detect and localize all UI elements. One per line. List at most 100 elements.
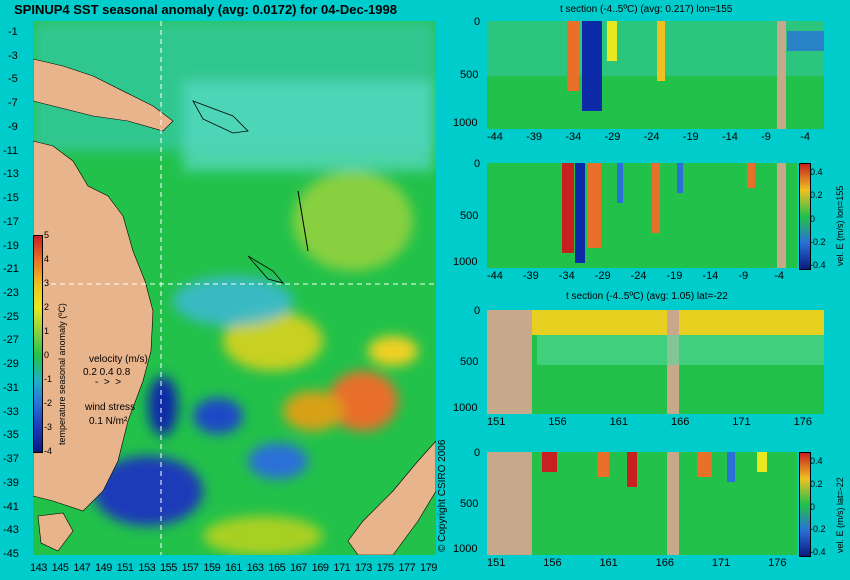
map-y-tick-label: -7	[8, 97, 18, 110]
section-plot	[487, 452, 797, 555]
velocity-band	[542, 452, 557, 472]
section-x-tick-label: -29	[594, 270, 611, 282]
section-x-tick-label: 161	[599, 557, 618, 569]
velocity-legend-title: velocity (m/s)	[89, 354, 148, 365]
map-colorbar-tick: 4	[44, 254, 50, 264]
map-x-tick-label: 151	[116, 562, 134, 574]
map-colorbar-tick: -4	[44, 446, 53, 456]
section-x-tick-label: 166	[655, 557, 675, 569]
map-x-tick-label: 175	[376, 562, 394, 574]
section-field	[487, 310, 824, 414]
australia-land	[33, 140, 154, 512]
velocity-band	[652, 163, 660, 233]
section-y-tick-label: 0	[474, 16, 481, 28]
section-colorbar-tick: 0.4	[810, 167, 823, 177]
cold-anomaly-band	[582, 21, 602, 111]
velocity-band	[677, 163, 683, 193]
map-y-tick-label: -25	[3, 310, 19, 323]
section-x-tick-label: -34	[558, 270, 575, 282]
section-x-tick-label: -4	[800, 131, 811, 143]
map-colorbar-tick: -3	[44, 422, 53, 432]
map-y-tick-label: -13	[3, 168, 19, 181]
map-x-tick-label: 147	[73, 562, 91, 574]
section-colorbar-tick: -0.4	[810, 547, 826, 557]
map-x-tick-label: 157	[181, 562, 199, 574]
section-y-tick-label: 1000	[453, 117, 478, 129]
section-x-tick-label: 156	[543, 557, 562, 569]
tasmania-land	[37, 512, 74, 552]
map-colorbar	[33, 235, 43, 453]
map-field	[33, 21, 436, 555]
section-y-tick-label: 500	[460, 356, 479, 368]
section-x-tick-label: -19	[666, 270, 683, 282]
velocity-band	[562, 163, 574, 253]
new-caledonia	[247, 255, 285, 284]
velocity-band	[697, 452, 712, 477]
map-y-tick-label: -43	[3, 524, 19, 537]
section-x-tick-label: -29	[604, 131, 621, 143]
warm-anomaly-band	[567, 21, 579, 91]
section-x-tick-label: -44	[487, 270, 503, 282]
cold-anomaly-band	[787, 31, 824, 51]
map-y-tick-label: -17	[3, 215, 19, 228]
new-guinea-land	[33, 58, 174, 132]
map-y-tick-label: -35	[3, 429, 19, 442]
map-y-tick-label: -19	[3, 239, 19, 252]
map-x-tick-label: 163	[246, 562, 264, 574]
map-x-tick-label: 143	[30, 562, 47, 574]
section-colorbar-tick: 0	[810, 213, 816, 224]
velocity-band	[727, 452, 735, 482]
map-y-tick-label: -15	[3, 192, 19, 205]
section-colorbar	[799, 452, 811, 557]
section-y-tick-label: 500	[460, 69, 479, 81]
solomon-islands	[192, 100, 249, 134]
section-y-tick-label: 1000	[453, 256, 478, 268]
section-y-tick-label: 0	[474, 447, 481, 459]
section-x-tick-label: -24	[643, 131, 660, 143]
section-y-tick-label: 1000	[453, 402, 478, 414]
map-title: SPINUP4 SST seasonal anomaly (avg: 0.017…	[14, 2, 397, 17]
section-y-tick-label: 1000	[453, 543, 478, 555]
map-x-tick-label: 177	[398, 562, 416, 574]
velocity-legend-values: 0.2 0.4 0.8	[83, 367, 131, 378]
section-colorbar-label: vel. E (m/s) lon=155	[835, 185, 845, 266]
velocity-band	[587, 163, 601, 248]
map-x-tick-label: 171	[333, 562, 351, 574]
map-y-tick-label: -1	[8, 26, 18, 38]
map-x-tick-label: 173	[355, 562, 372, 574]
map-x-tick-label: 153	[138, 562, 156, 574]
map-y-tick-label: -39	[3, 476, 19, 489]
section-x-tick-label: 176	[793, 416, 812, 428]
section-x-tick-label: -9	[738, 270, 749, 282]
section-colorbar-tick: -0.2	[810, 524, 826, 535]
map-x-tick-label: 165	[268, 562, 286, 574]
upper-layer-fill	[487, 21, 824, 76]
velocity-arrows: - > >	[95, 377, 122, 388]
section-y-tick-label: 500	[460, 497, 479, 510]
land-mask	[487, 452, 532, 555]
velocity-band	[757, 452, 767, 472]
section-plot	[487, 310, 824, 414]
map-colorbar-tick: 5	[44, 230, 50, 240]
section-x-tick-label: -14	[721, 131, 738, 143]
section-x-tick-label: 171	[732, 416, 751, 428]
map-y-tick-label: -23	[3, 287, 19, 299]
map-x-tick-label: 169	[311, 562, 329, 574]
map-x-tick-label: 159	[203, 562, 221, 574]
section-x-tick-label: -34	[565, 131, 582, 143]
map-y-tick-label: -45	[3, 548, 19, 560]
section-colorbar-tick: 0	[810, 501, 816, 512]
section-x-tick-label: 176	[768, 557, 787, 569]
panel-title: t section (-4..5ºC) (avg: 1.05) lat=-22	[566, 291, 728, 302]
map-y-tick-label: -33	[3, 405, 19, 418]
section-x-tick-label: 151	[487, 416, 506, 428]
map-y-tick-label: -5	[8, 73, 18, 86]
map-x-tick-label: 145	[51, 562, 69, 574]
mixed-layer	[537, 335, 824, 365]
map-y-tick-label: -29	[3, 358, 19, 371]
map-y-tick-label: -21	[3, 263, 19, 276]
anomaly-map[interactable]: 5 4 3 2 1 0 -1 -2 -3 -4 temperature seasonal anom…	[33, 21, 436, 555]
new-zealand-land	[347, 440, 436, 555]
section-y-tick-label: 0	[474, 158, 481, 170]
panel-title: t section (-4..5ºC) (avg: 0.217) lon=155	[560, 4, 733, 15]
